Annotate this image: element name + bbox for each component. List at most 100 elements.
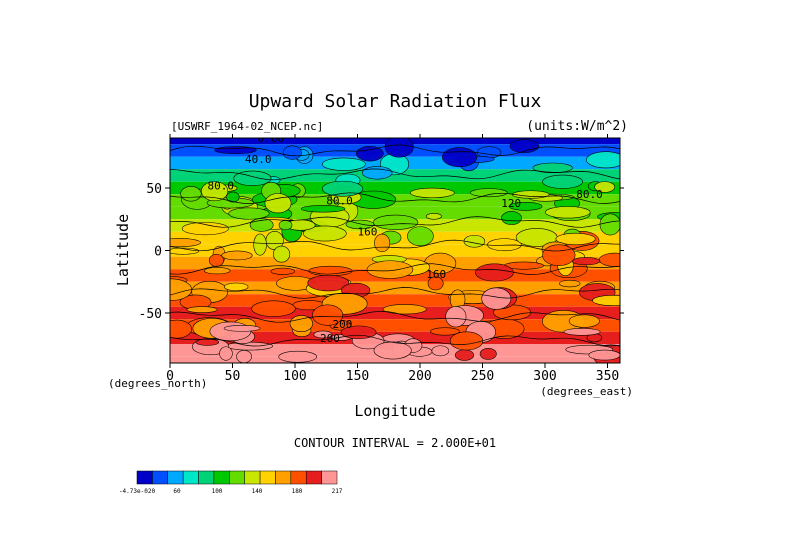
heatmap-blob — [312, 304, 344, 326]
y-axis-ticks: 50 0 -50 — [139, 182, 624, 322]
heatmap-blob — [430, 327, 460, 336]
heatmap-blob — [203, 267, 231, 275]
x-tick-label: 50 — [225, 369, 241, 384]
heatmap-blob — [563, 328, 601, 336]
colorbar-swatch — [136, 470, 153, 485]
heatmap-blob — [225, 341, 274, 351]
heatmap-blob — [321, 180, 364, 197]
heatmap-blob — [542, 174, 584, 189]
heatmap-blob — [361, 166, 393, 180]
colorbar-swatch — [305, 470, 322, 485]
heatmap-blob — [236, 350, 252, 363]
heatmap-blob — [221, 250, 253, 261]
colorbar-swatch — [167, 470, 184, 485]
heatmap-blob — [454, 349, 475, 361]
heatmap-blob — [278, 350, 318, 363]
heatmap-blob — [445, 306, 467, 328]
contour-line — [170, 239, 620, 252]
heatmap-blob — [303, 225, 347, 242]
heatmap-blob — [382, 304, 427, 315]
heatmap-blob — [586, 151, 620, 169]
x-tick-label: 250 — [471, 369, 494, 384]
y-unit-label: (degrees_north) — [108, 377, 207, 390]
contour-line — [170, 144, 620, 157]
units-label: (units:W/m^2) — [526, 119, 628, 134]
heatmap-blob — [501, 211, 522, 225]
x-tick-label: 300 — [533, 369, 556, 384]
heatmap-blob — [599, 213, 620, 236]
heatmap-blob — [195, 338, 220, 346]
contour-label: 80.0 — [326, 194, 353, 207]
contour-line — [170, 310, 620, 323]
chart-title: Upward Solar Radiation Flux — [249, 91, 542, 112]
heatmap-blob — [425, 213, 442, 220]
contour-line — [170, 192, 620, 204]
x-unit-label: (degrees_east) — [540, 385, 633, 398]
x-tick-label: 0 — [166, 369, 174, 384]
heatmap-blob — [427, 276, 444, 291]
colorbar-swatch — [229, 470, 245, 485]
heatmap-blob — [366, 260, 414, 279]
x-tick-label: 200 — [408, 369, 431, 384]
contour-interval: CONTOUR INTERVAL = 2.000E+01 — [294, 436, 496, 450]
heatmap-blob — [470, 188, 508, 198]
heatmap-blob — [228, 207, 270, 220]
heatmap-blob — [180, 186, 202, 202]
heatmap-blob — [481, 287, 512, 310]
colorbar-swatch — [244, 470, 261, 485]
colorbar-tick-label: 140 — [252, 488, 263, 495]
colorbar: -4.73e-020 60 100 140 180 217 — [119, 470, 343, 495]
heatmap-blob — [273, 245, 291, 263]
x-axis-ticks: 0 50 100 150 200 250 300 350 — [166, 134, 619, 384]
colorbar-tick-label: 217 — [332, 488, 343, 495]
contour-line — [170, 168, 620, 181]
file-label: [USWRF_1964-02_NCEP.nc] — [171, 120, 323, 133]
heatmap-blob — [253, 233, 267, 256]
heatmap-blob — [214, 146, 257, 154]
colorbar-tick-label: 60 — [173, 488, 181, 495]
contour-label: 40.0 — [245, 153, 272, 166]
heatmap-blob — [300, 205, 346, 213]
contour-label: 120 — [501, 197, 521, 210]
heatmap-blob — [373, 341, 412, 360]
colorbar-tick-label: 100 — [212, 488, 223, 495]
colorbar-swatch — [275, 470, 292, 485]
heatmap-blob — [588, 349, 620, 361]
heatmap-blob — [356, 145, 384, 162]
contour-line — [170, 216, 620, 228]
heatmap-blob — [555, 232, 596, 246]
heatmap-blob — [278, 220, 293, 231]
heatmap-blob — [219, 346, 233, 361]
colorbar-swatch — [198, 470, 215, 485]
heatmap-blob — [223, 282, 249, 291]
heatmap-band — [170, 356, 620, 363]
contour-label: 160 — [426, 268, 446, 281]
heatmap-blob — [568, 314, 600, 328]
heatmap-blob — [201, 181, 229, 202]
heatmap-blob — [233, 170, 272, 186]
contour-line — [170, 287, 620, 299]
heatmap-blob — [407, 226, 434, 247]
y-tick-label: 50 — [146, 182, 162, 197]
heatmap-blob — [508, 201, 543, 211]
heatmap-blob — [282, 145, 302, 160]
contour-label: 160 — [358, 226, 378, 239]
contour-label: 80.0 — [208, 179, 235, 192]
heatmap-blob — [475, 263, 514, 282]
colorbar-tick-label: -4.73e-020 — [119, 488, 156, 495]
heatmap-blob — [251, 300, 296, 317]
heatmap-blob — [384, 138, 414, 158]
heatmap-blob — [186, 306, 218, 314]
heatmap-blob — [321, 157, 366, 171]
heatmap-blob — [592, 294, 620, 307]
heatmap-blob — [170, 238, 201, 248]
contour-line — [170, 263, 620, 275]
x-tick-label: 350 — [596, 369, 619, 384]
heatmap-blob — [449, 331, 484, 351]
y-tick-label: 0 — [154, 245, 162, 260]
contour-label: 200 — [320, 332, 340, 345]
contour-line — [170, 334, 620, 347]
x-tick-label: 100 — [283, 369, 306, 384]
heatmap-blob — [170, 319, 192, 339]
